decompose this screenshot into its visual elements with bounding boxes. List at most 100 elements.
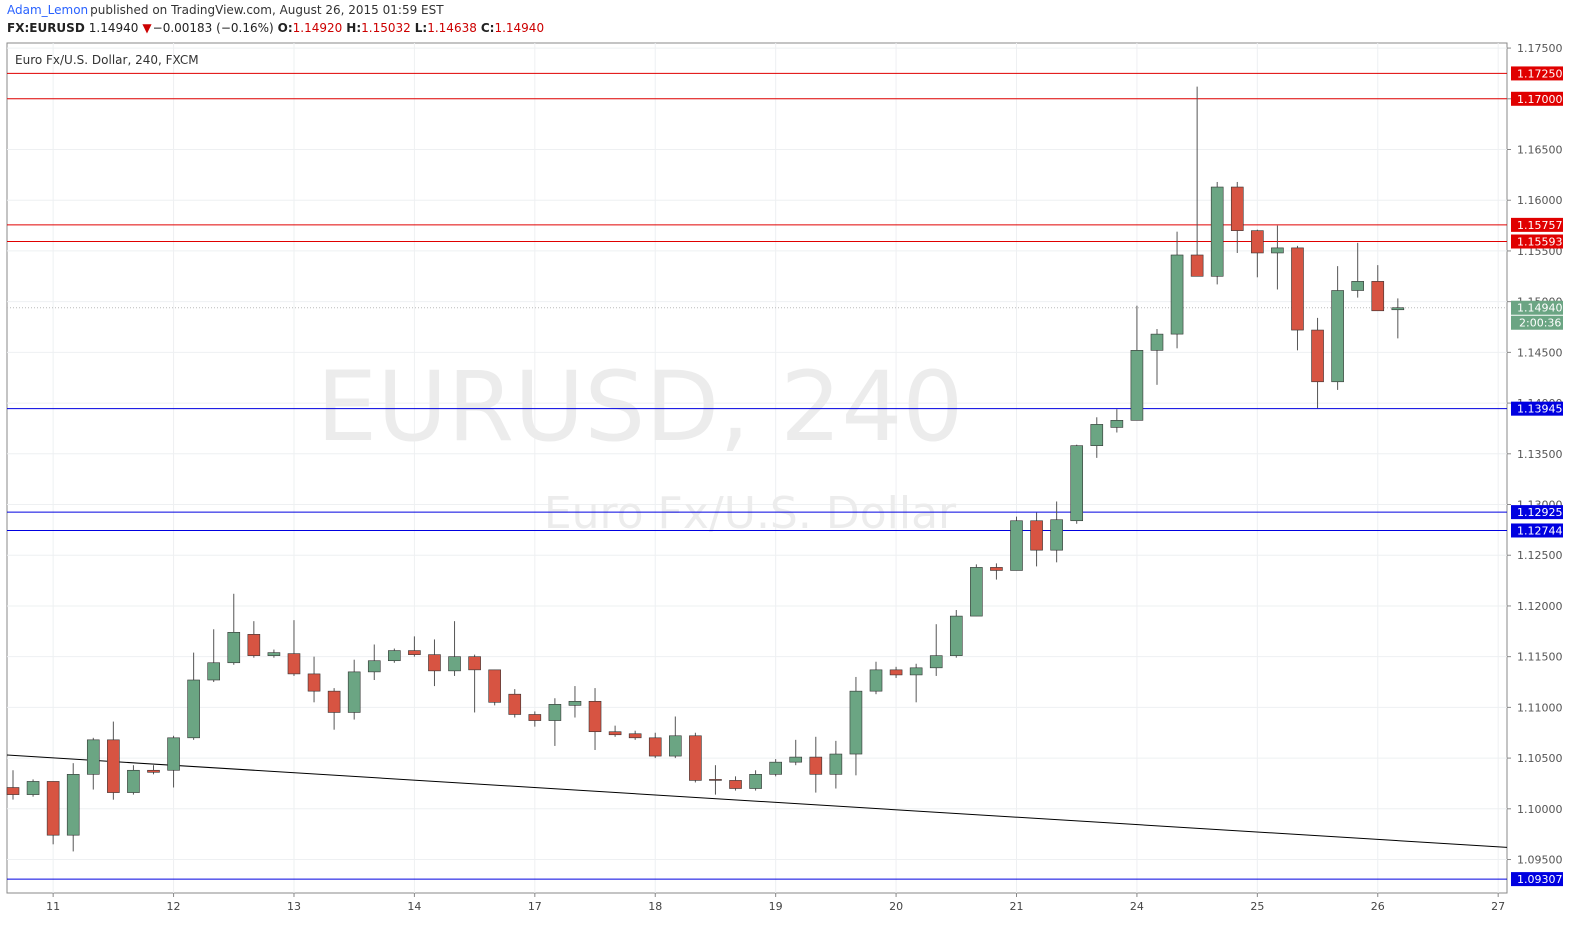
candle-body bbox=[227, 632, 241, 664]
y-tick-label: 1.09500 bbox=[1517, 854, 1563, 867]
candle-body bbox=[829, 753, 843, 775]
candle-body bbox=[147, 769, 160, 773]
candle-body bbox=[1190, 254, 1204, 277]
candle-body bbox=[1090, 424, 1104, 446]
candle-body bbox=[729, 780, 742, 789]
candle-body bbox=[287, 653, 301, 675]
h-label: H: bbox=[346, 21, 362, 35]
candle-body bbox=[1271, 247, 1284, 254]
level-label-box bbox=[1511, 217, 1563, 232]
candle-body bbox=[809, 756, 823, 775]
candle-body bbox=[1030, 520, 1043, 551]
x-tick-label: 17 bbox=[528, 900, 542, 913]
candle-body bbox=[889, 669, 903, 676]
candle-body bbox=[689, 735, 702, 781]
x-tick-label: 24 bbox=[1130, 900, 1144, 913]
y-tick-label: 1.14500 bbox=[1517, 346, 1563, 359]
symbol: FX:EURUSD bbox=[7, 21, 85, 35]
level-label: 1.09307 bbox=[1517, 873, 1563, 886]
y-tick-label: 1.11500 bbox=[1517, 651, 1563, 664]
candle-body bbox=[648, 737, 662, 757]
candle-body bbox=[26, 781, 40, 795]
level-label: 1.17000 bbox=[1517, 93, 1563, 106]
candle-body bbox=[408, 650, 421, 655]
level-label-box bbox=[1511, 91, 1563, 106]
candle-body bbox=[588, 700, 602, 733]
candle-body bbox=[849, 690, 863, 755]
level-label: 1.12925 bbox=[1517, 506, 1563, 519]
last: 1.14940 bbox=[88, 21, 139, 35]
candle-body bbox=[267, 652, 281, 656]
x-tick-label: 12 bbox=[167, 900, 181, 913]
candle-body bbox=[568, 700, 582, 706]
change: −0.00183 (−0.16%) bbox=[152, 21, 274, 35]
candle-body bbox=[1170, 254, 1184, 335]
candle-body bbox=[789, 756, 803, 763]
published: published on TradingView.com, August 26,… bbox=[90, 3, 444, 17]
candle-body bbox=[909, 667, 923, 676]
arrow: ▼ bbox=[142, 21, 152, 35]
quote-line: FX:EURUSD 1.14940 ▼−0.00183 (−0.16%) O: 1.14… bbox=[7, 21, 548, 35]
candle-body bbox=[608, 731, 622, 736]
publish-line: Adam_Lemon published on TradingView.com, … bbox=[7, 3, 448, 17]
candle-body bbox=[1150, 333, 1164, 351]
candle-body bbox=[367, 660, 381, 673]
level-label-box bbox=[1511, 872, 1563, 887]
candle-body bbox=[488, 669, 501, 703]
y-tick-label: 1.13500 bbox=[1517, 448, 1563, 461]
candle-body bbox=[127, 769, 140, 793]
y-tick-label: 1.10500 bbox=[1517, 752, 1563, 765]
candle-body bbox=[1371, 281, 1385, 312]
y-tick-label: 1.12500 bbox=[1517, 549, 1563, 562]
l-label: L: bbox=[414, 21, 428, 35]
h: 1.15032 bbox=[361, 21, 411, 35]
candle-body bbox=[1070, 445, 1084, 522]
timer-box bbox=[1511, 315, 1563, 330]
candle-body bbox=[107, 739, 120, 793]
level-label-box bbox=[1511, 505, 1563, 520]
candle-body bbox=[207, 662, 220, 681]
candle-body bbox=[1010, 520, 1023, 571]
candle-body bbox=[669, 735, 682, 757]
x-tick-label: 27 bbox=[1491, 900, 1505, 913]
candle-body bbox=[1050, 519, 1063, 551]
plot-frame bbox=[6, 42, 1508, 894]
trend-line bbox=[6, 754, 1508, 848]
candle-body bbox=[327, 690, 341, 713]
candle-body bbox=[1230, 186, 1244, 231]
c-label: C: bbox=[480, 21, 495, 35]
l: 1.14638 bbox=[427, 21, 477, 35]
watermark: EURUSD, 240 bbox=[316, 351, 963, 463]
candle-body bbox=[187, 679, 200, 739]
x-tick-label: 18 bbox=[648, 900, 662, 913]
candle-body bbox=[628, 733, 642, 739]
level-label: 1.12744 bbox=[1517, 524, 1563, 537]
candle-body bbox=[949, 615, 963, 656]
candle-body bbox=[749, 774, 762, 789]
level-label-box bbox=[1511, 234, 1563, 249]
y-tick-label: 1.10000 bbox=[1517, 803, 1563, 816]
author[interactable]: Adam_Lemon bbox=[7, 3, 89, 17]
x-tick-label: 13 bbox=[287, 900, 301, 913]
candle-body bbox=[468, 656, 481, 671]
level-label: 1.15757 bbox=[1517, 219, 1563, 232]
level-label-box bbox=[1511, 401, 1563, 416]
x-tick-label: 14 bbox=[407, 900, 421, 913]
y-tick-label: 1.11000 bbox=[1517, 701, 1563, 714]
candle-body bbox=[66, 774, 80, 836]
candle-body bbox=[307, 673, 321, 692]
candle-body bbox=[6, 787, 20, 795]
y-tick-label: 1.16000 bbox=[1517, 194, 1563, 207]
candle-body bbox=[167, 737, 180, 771]
candle-body bbox=[1130, 350, 1144, 421]
candle-body bbox=[970, 567, 983, 617]
o-label: O: bbox=[277, 21, 293, 35]
candle-body bbox=[709, 779, 722, 781]
level-label-box bbox=[1511, 66, 1563, 81]
timer: 2:00:36 bbox=[1519, 317, 1561, 330]
candle-body bbox=[1251, 230, 1264, 254]
candle-body bbox=[247, 634, 261, 656]
x-tick-label: 19 bbox=[769, 900, 783, 913]
